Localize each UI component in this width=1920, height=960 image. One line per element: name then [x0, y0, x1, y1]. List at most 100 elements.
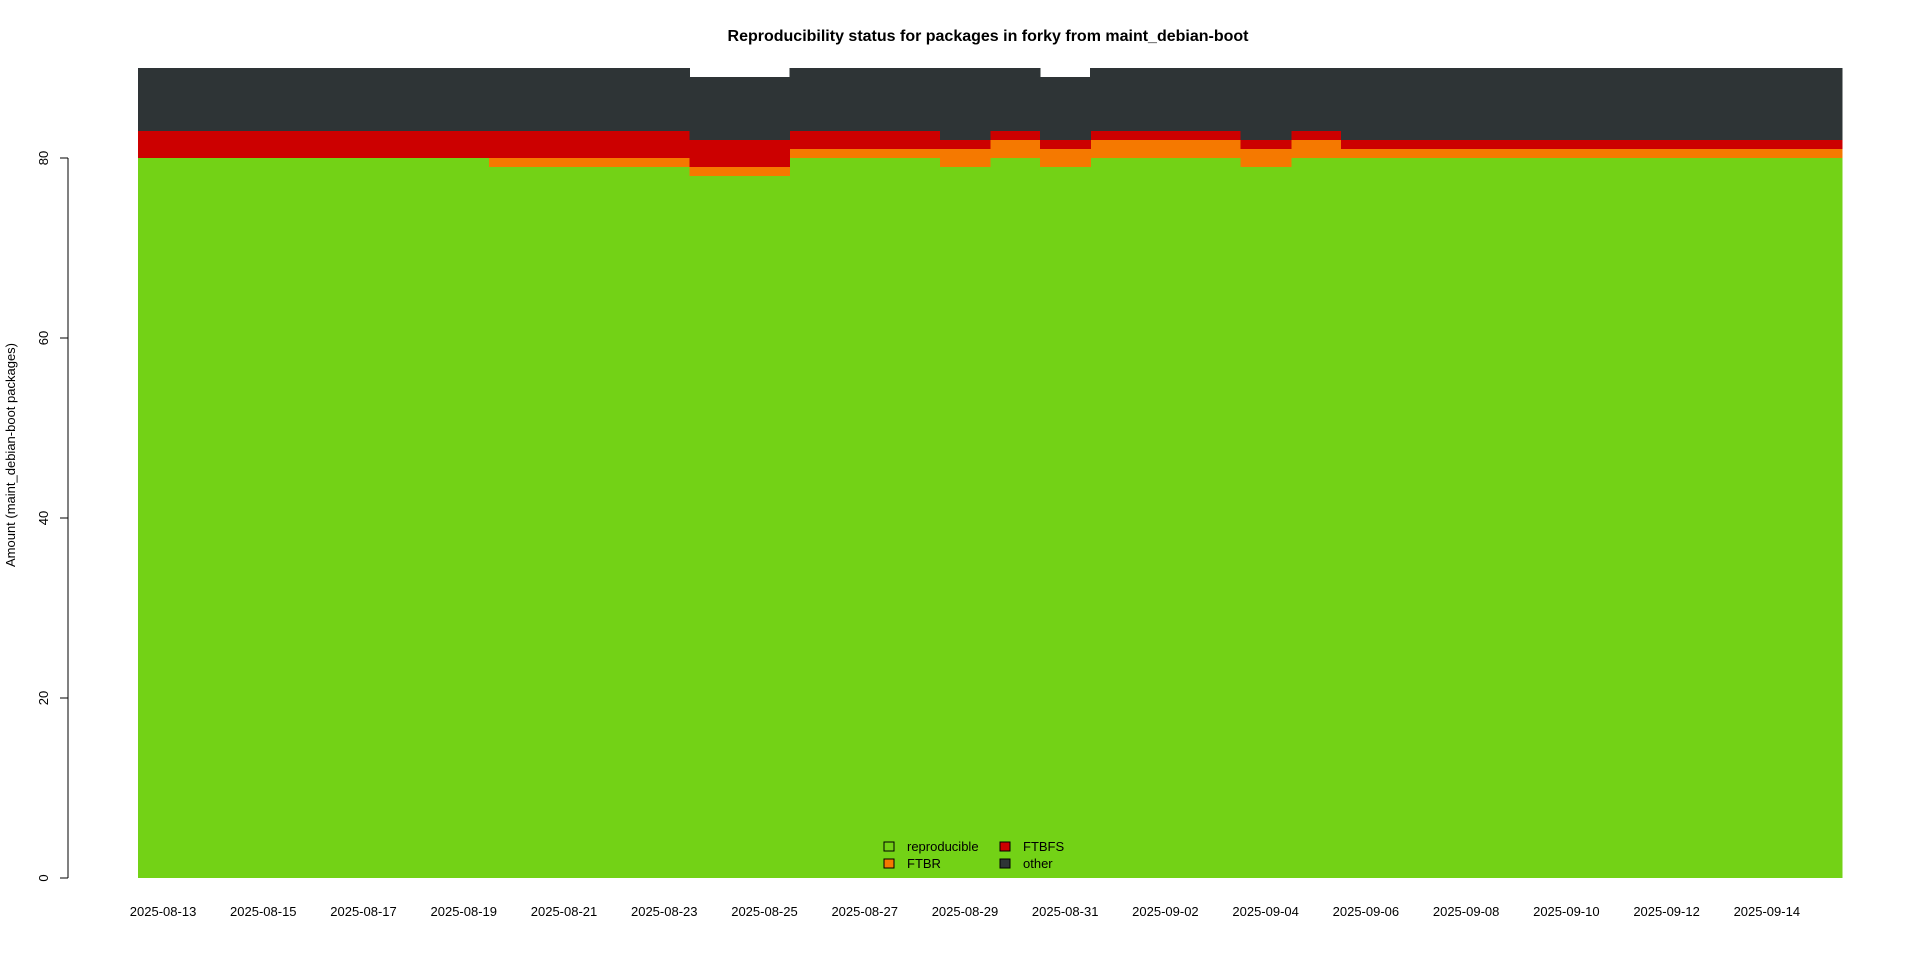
legend-swatch: [883, 858, 895, 869]
area-segment-ftbfs: [739, 140, 791, 167]
area-segment-ftbfs: [639, 131, 690, 158]
area-segment-ftbr: [689, 167, 741, 176]
area-segment-other: [1591, 68, 1643, 140]
area-segment-reproducible: [1390, 158, 1442, 878]
area-segment-ftbfs: [1441, 140, 1492, 149]
area-segment-reproducible: [1140, 158, 1192, 878]
area-segment-ftbfs: [188, 131, 239, 158]
x-tick-label: 2025-08-21: [531, 904, 598, 919]
area-segment-ftbr: [1090, 140, 1141, 158]
legend-label: FTBR: [907, 856, 941, 871]
area-segment-reproducible: [1040, 167, 1091, 878]
area-segment-other: [238, 68, 289, 131]
legend-item-other: other: [999, 856, 1053, 871]
legend-swatch: [999, 841, 1011, 852]
area-segment-reproducible: [1741, 158, 1793, 878]
area-segment-ftbfs: [689, 140, 741, 167]
area-segment-reproducible: [839, 158, 891, 878]
area-segment-other: [1240, 68, 1292, 140]
area-segment-reproducible: [1441, 158, 1492, 878]
area-segment-ftbfs: [1741, 140, 1793, 149]
area-segment-ftbr: [1491, 149, 1542, 158]
area-segment-ftbfs: [1791, 140, 1843, 149]
area-segment-ftbr: [488, 158, 540, 167]
area-segment-reproducible: [889, 158, 941, 878]
y-tick-label: 80: [36, 151, 51, 165]
area-segment-other: [739, 77, 791, 140]
x-tick-label: 2025-08-27: [831, 904, 898, 919]
area-segment-other: [438, 68, 490, 131]
area-segment-other: [1741, 68, 1793, 140]
area-segment-other: [639, 68, 690, 131]
x-tick-label: 2025-08-29: [932, 904, 999, 919]
area-segment-reproducible: [188, 158, 239, 878]
area-segment-ftbr: [589, 158, 640, 167]
x-tick-label: 2025-09-10: [1533, 904, 1600, 919]
x-tick-label: 2025-08-13: [130, 904, 197, 919]
x-tick-label: 2025-09-12: [1633, 904, 1700, 919]
area-segment-ftbfs: [1641, 140, 1693, 149]
series-ftbfs: [138, 131, 1843, 167]
legend-swatch: [883, 841, 895, 852]
area-segment-ftbfs: [1691, 140, 1743, 149]
area-segment-ftbfs: [538, 131, 590, 158]
area-segment-other: [1140, 68, 1192, 131]
legend-label: other: [1023, 856, 1053, 871]
area-segment-other: [689, 77, 741, 140]
area-segment-ftbfs: [488, 131, 540, 158]
area-segment-reproducible: [990, 158, 1041, 878]
area-segment-ftbr: [1441, 149, 1492, 158]
area-segment-reproducible: [739, 176, 791, 878]
area-segment-ftbfs: [238, 131, 289, 158]
area-segment-reproducible: [388, 158, 440, 878]
x-tick-label: 2025-08-17: [330, 904, 397, 919]
legend-label: FTBFS: [1023, 839, 1064, 854]
x-tick-label: 2025-08-19: [431, 904, 498, 919]
area-segment-ftbfs: [1090, 131, 1141, 140]
area-segment-other: [1190, 68, 1242, 131]
area-segment-other: [138, 68, 189, 131]
area-segment-ftbr: [1390, 149, 1442, 158]
area-segment-ftbfs: [1190, 131, 1242, 140]
area-segment-reproducible: [1591, 158, 1643, 878]
area-segment-ftbr: [1591, 149, 1643, 158]
area-segment-reproducible: [1340, 158, 1392, 878]
area-segment-reproducible: [1190, 158, 1242, 878]
area-segment-other: [1691, 68, 1743, 140]
legend-item-ftbr: FTBR: [883, 856, 941, 871]
area-segment-other: [1090, 68, 1141, 131]
area-segment-other: [488, 68, 540, 131]
legend: reproducible FTBR FTBFS other: [883, 839, 1064, 871]
x-axis: 2025-08-13 2025-08-15 2025-08-17 2025-08-19…: [130, 904, 1800, 919]
area-segment-ftbfs: [1340, 140, 1392, 149]
area-segment-reproducible: [338, 158, 390, 878]
area-segment-ftbr: [1340, 149, 1392, 158]
y-axis: 0 20 40 60 80: [36, 151, 69, 882]
area-segment-other: [1290, 68, 1342, 131]
area-segment-other: [589, 68, 640, 131]
area-segment-other: [538, 68, 590, 131]
area-segment-ftbfs: [1591, 140, 1643, 149]
x-tick-label: 2025-09-06: [1333, 904, 1400, 919]
area-segment-ftbr: [789, 149, 841, 158]
x-tick-label: 2025-08-31: [1032, 904, 1099, 919]
legend-item-ftbfs: FTBFS: [999, 839, 1064, 854]
area-segment-ftbfs: [1140, 131, 1192, 140]
area-segment-ftbr: [1791, 149, 1843, 158]
area-segment-other: [1491, 68, 1542, 140]
area-segment-ftbr: [839, 149, 891, 158]
area-segment-other: [1541, 68, 1593, 140]
area-segment-ftbfs: [1240, 140, 1292, 149]
area-segment-other: [990, 68, 1041, 131]
x-tick-label: 2025-08-25: [731, 904, 798, 919]
area-segment-other: [1040, 77, 1091, 140]
x-tick-label: 2025-09-04: [1232, 904, 1299, 919]
y-tick-label: 20: [36, 691, 51, 705]
area-segment-other: [188, 68, 239, 131]
area-segment-ftbfs: [1040, 140, 1091, 149]
area-segment-ftbr: [739, 167, 791, 176]
area-segment-ftbfs: [438, 131, 490, 158]
area-segment-reproducible: [639, 167, 690, 878]
area-segment-ftbfs: [589, 131, 640, 158]
